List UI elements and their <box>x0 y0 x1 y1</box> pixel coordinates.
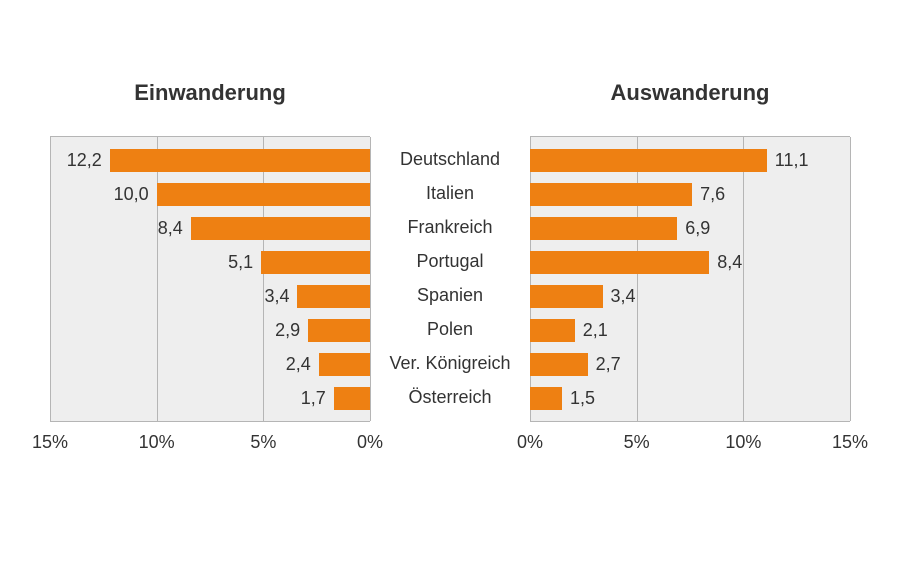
axis-tick: 15% <box>832 432 868 453</box>
bar-value-label: 10,0 <box>106 184 157 205</box>
bar <box>530 183 692 206</box>
axis-tick: 5% <box>624 432 650 453</box>
gridline <box>370 137 371 421</box>
bar <box>530 217 677 240</box>
category-label: Deutschland <box>370 142 530 176</box>
axis-tick: 0% <box>357 432 383 453</box>
category-label: Portugal <box>370 244 530 278</box>
category-label: Italien <box>370 176 530 210</box>
bar-row: 6,9 <box>530 211 850 245</box>
axis-tick: 5% <box>250 432 276 453</box>
bar-row: 8,4 <box>50 211 370 245</box>
bar <box>157 183 370 206</box>
bar-value-label: 8,4 <box>709 252 750 273</box>
bar-row: 2,4 <box>50 347 370 381</box>
bar <box>261 251 370 274</box>
left-plot-area: 12,2 10,0 8,4 5,1 3,4 2,9 2,4 1,7 <box>50 136 370 422</box>
bar-value-label: 3,4 <box>256 286 297 307</box>
bar <box>530 353 588 376</box>
bar-value-label: 2,9 <box>267 320 308 341</box>
bar <box>530 285 603 308</box>
bar <box>319 353 370 376</box>
x-axis-row: 15%10%5%0% 0%5%10%15% <box>50 432 850 456</box>
bar <box>297 285 370 308</box>
bar-value-label: 7,6 <box>692 184 733 205</box>
bar-row: 10,0 <box>50 177 370 211</box>
bar-value-label: 5,1 <box>220 252 261 273</box>
bar-value-label: 2,7 <box>588 354 629 375</box>
bar-value-label: 12,2 <box>59 150 110 171</box>
bar <box>191 217 370 240</box>
bar-value-label: 1,7 <box>293 388 334 409</box>
bar-value-label: 2,4 <box>278 354 319 375</box>
bar <box>334 387 370 410</box>
migration-chart: Einwanderung Auswanderung 12,2 10,0 8,4 5,1… <box>50 80 850 456</box>
axis-tick: 10% <box>725 432 761 453</box>
chart-body: 12,2 10,0 8,4 5,1 3,4 2,9 2,4 1,7 DeutschlandIt… <box>50 136 850 422</box>
bar-value-label: 2,1 <box>575 320 616 341</box>
bar-value-label: 8,4 <box>150 218 191 239</box>
right-chart-title: Auswanderung <box>530 80 850 106</box>
bar-value-label: 1,5 <box>562 388 603 409</box>
bar-row: 2,1 <box>530 313 850 347</box>
category-label: Ver. Königreich <box>370 346 530 380</box>
right-plot-area: 11,1 7,6 6,9 8,4 3,4 2,1 2,7 1,5 <box>530 136 850 422</box>
gridline <box>850 137 851 421</box>
bar <box>530 251 709 274</box>
bar <box>110 149 370 172</box>
bar <box>530 319 575 342</box>
category-label: Polen <box>370 312 530 346</box>
bar-row: 1,5 <box>530 381 850 415</box>
right-x-axis: 0%5%10%15% <box>530 432 850 456</box>
bar-row: 5,1 <box>50 245 370 279</box>
bar-value-label: 6,9 <box>677 218 718 239</box>
category-labels: DeutschlandItalienFrankreichPortugalSpan… <box>370 136 530 422</box>
bar <box>530 387 562 410</box>
axis-tick: 0% <box>517 432 543 453</box>
bar-row: 3,4 <box>530 279 850 313</box>
left-chart-title: Einwanderung <box>50 80 370 106</box>
axis-tick: 15% <box>32 432 68 453</box>
bar-row: 1,7 <box>50 381 370 415</box>
bar <box>308 319 370 342</box>
bar-row: 11,1 <box>530 143 850 177</box>
bar-row: 12,2 <box>50 143 370 177</box>
bar-row: 2,7 <box>530 347 850 381</box>
category-label: Österreich <box>370 380 530 414</box>
category-label: Spanien <box>370 278 530 312</box>
bar <box>530 149 767 172</box>
bar-row: 2,9 <box>50 313 370 347</box>
bar-row: 7,6 <box>530 177 850 211</box>
bar-row: 8,4 <box>530 245 850 279</box>
left-x-axis: 15%10%5%0% <box>50 432 370 456</box>
category-label: Frankreich <box>370 210 530 244</box>
bar-value-label: 11,1 <box>767 150 817 171</box>
bar-row: 3,4 <box>50 279 370 313</box>
bar-value-label: 3,4 <box>603 286 644 307</box>
axis-tick: 10% <box>139 432 175 453</box>
chart-titles: Einwanderung Auswanderung <box>50 80 850 106</box>
